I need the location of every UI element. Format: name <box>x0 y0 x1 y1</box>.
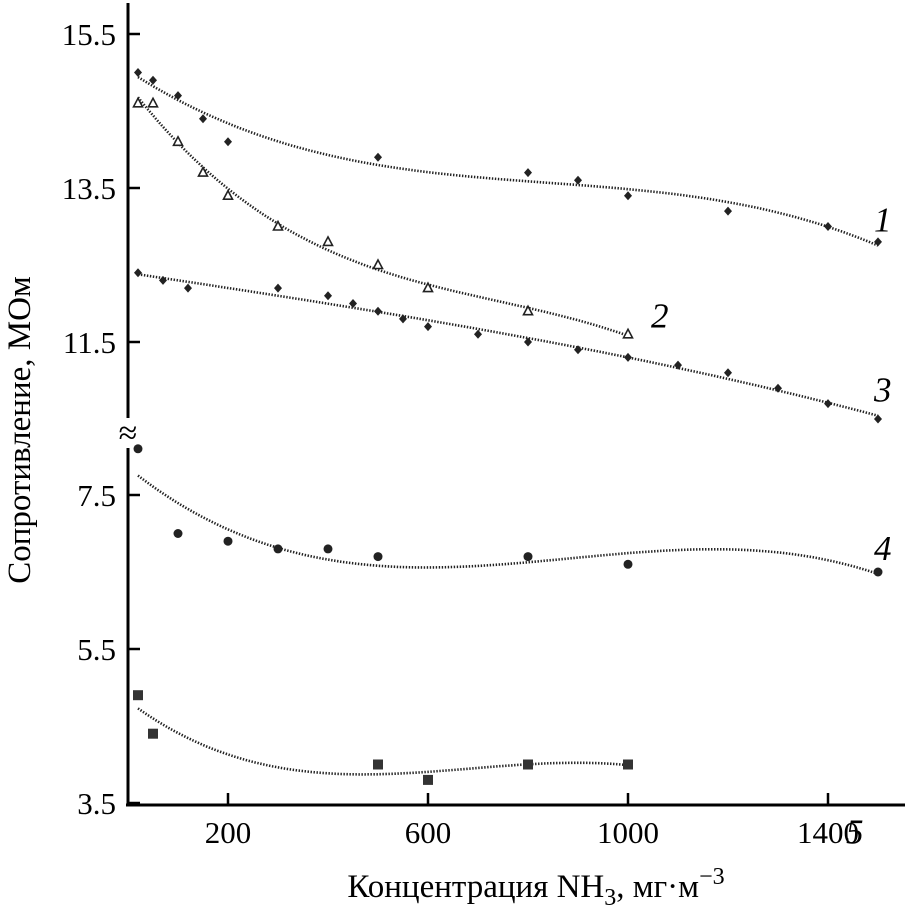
x-ticks: 200 600 1000 1400 <box>205 793 859 850</box>
data-point <box>774 383 782 393</box>
data-point <box>524 168 532 178</box>
y-tick-label: 13.5 <box>62 171 116 206</box>
data-point <box>523 552 533 562</box>
data-point <box>132 96 144 108</box>
data-point <box>624 352 632 362</box>
data-point <box>874 237 882 247</box>
fit-line-2 <box>136 96 629 338</box>
data-point <box>824 399 832 409</box>
data-point <box>574 175 582 185</box>
data-point <box>422 281 434 293</box>
data-point <box>373 552 383 562</box>
y-tick-label: 7.5 <box>77 478 116 513</box>
data-points <box>132 68 883 785</box>
curve-label-5: 5 <box>846 813 864 852</box>
data-point <box>724 206 732 216</box>
y-tick-label: 11.5 <box>63 325 116 360</box>
x-axis-title-sub: 3 <box>604 885 616 907</box>
data-point <box>223 536 233 546</box>
data-point <box>149 75 157 85</box>
y-axis-title: Сопротивление, МОм <box>2 276 38 584</box>
data-point <box>174 91 182 101</box>
fit-line-5 <box>137 707 629 776</box>
fit-line-1 <box>137 75 879 247</box>
data-point <box>874 414 882 424</box>
data-point <box>372 258 384 270</box>
curve-label-2: 2 <box>651 296 669 335</box>
data-point <box>272 219 284 231</box>
data-point <box>373 759 383 770</box>
curve-label-1: 1 <box>874 201 892 240</box>
x-tick-label: 1400 <box>797 815 859 850</box>
data-point <box>184 283 192 293</box>
x-axis-title-sup: −3 <box>699 864 725 890</box>
y-tick-label: 3.5 <box>77 786 116 821</box>
x-axis-title-unit: , мг·м <box>616 869 699 905</box>
x-axis-title: Концентрация NH3, мг·м−3 <box>347 864 724 907</box>
data-point <box>474 329 482 339</box>
data-point <box>134 268 142 278</box>
curve-label-4: 4 <box>874 529 892 568</box>
data-point <box>323 544 333 554</box>
curve-label-3: 3 <box>873 371 892 410</box>
fit-lines <box>136 75 879 776</box>
data-point <box>147 96 159 108</box>
data-point <box>349 299 357 308</box>
data-point <box>424 322 432 332</box>
data-point <box>133 690 143 701</box>
y-tick-label: 15.5 <box>62 17 116 52</box>
data-point <box>222 188 234 200</box>
data-point <box>172 135 184 147</box>
data-point <box>524 337 532 347</box>
data-point <box>674 360 682 370</box>
data-point <box>197 165 209 177</box>
data-point <box>624 191 632 201</box>
data-point <box>173 529 183 538</box>
data-point <box>274 283 282 293</box>
data-point <box>399 314 407 324</box>
data-point <box>322 235 334 247</box>
data-point <box>199 114 207 124</box>
x-tick-label: 600 <box>405 815 452 850</box>
y-ticks: 15.5 13.5 11.5 7.5 5.5 3.5 <box>62 17 140 821</box>
data-point <box>374 152 382 162</box>
data-point <box>423 774 433 785</box>
curve-labels: 1 2 3 4 5 <box>651 201 892 852</box>
x-axis-title-main: Концентрация NH <box>347 869 604 905</box>
data-point <box>523 759 533 770</box>
x-tick-label: 1000 <box>597 815 659 850</box>
data-point <box>148 728 158 739</box>
data-point <box>724 368 732 378</box>
data-point <box>159 275 167 285</box>
data-point <box>623 759 633 770</box>
data-point <box>873 567 883 577</box>
data-point <box>374 306 382 316</box>
data-point <box>623 559 633 569</box>
data-point <box>824 222 832 231</box>
data-point <box>574 345 582 355</box>
fit-line-4 <box>137 474 879 576</box>
axis-break-symbol: ≈ <box>119 415 138 452</box>
data-point <box>133 444 143 454</box>
data-point <box>522 304 534 316</box>
data-point <box>224 137 232 147</box>
x-tick-label: 200 <box>205 815 252 850</box>
axes: ≈ <box>119 3 905 807</box>
data-point <box>622 327 634 339</box>
data-point <box>134 68 142 77</box>
fit-line-3 <box>137 273 879 417</box>
y-tick-label: 5.5 <box>77 632 116 667</box>
data-point <box>324 291 332 301</box>
data-point <box>273 544 283 554</box>
